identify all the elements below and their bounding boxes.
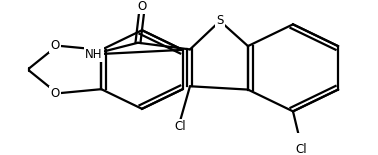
Text: NH: NH [85, 48, 103, 61]
Text: Cl: Cl [174, 120, 186, 133]
Text: O: O [51, 39, 60, 52]
Text: S: S [216, 14, 224, 27]
Text: O: O [51, 87, 60, 100]
Text: Cl: Cl [295, 143, 307, 155]
Text: O: O [137, 0, 147, 13]
